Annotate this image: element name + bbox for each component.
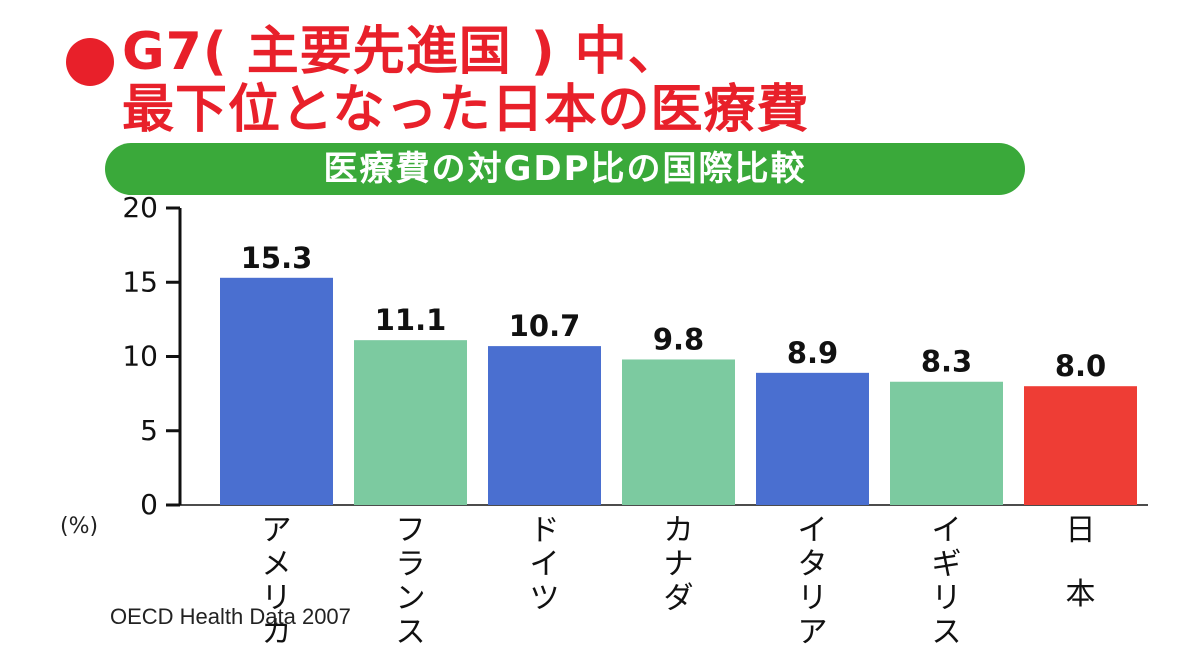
bar bbox=[1024, 386, 1137, 505]
bar bbox=[220, 277, 333, 505]
y-tick-label: 0 bbox=[140, 488, 158, 521]
headline-line-1: G7( 主要先進国 ) 中、 bbox=[122, 22, 681, 82]
chart-subtitle: 医療費の対GDP比の国際比較 bbox=[105, 143, 1025, 195]
bar bbox=[488, 346, 601, 505]
bar bbox=[622, 359, 735, 505]
category-label: イタリア bbox=[798, 513, 828, 650]
category-label: ドイツ bbox=[530, 513, 560, 616]
bar-value-label: 8.3 bbox=[921, 345, 972, 379]
category-label: イギリス bbox=[932, 513, 962, 650]
bar-value-label: 8.0 bbox=[1055, 349, 1106, 383]
red-dot-icon bbox=[66, 38, 114, 86]
source-note: OECD Health Data 2007 bbox=[110, 604, 351, 629]
y-axis-unit-label: (%) bbox=[60, 514, 99, 539]
category-label: カナダ bbox=[664, 513, 694, 616]
bar bbox=[354, 340, 467, 505]
bar-value-label: 15.3 bbox=[241, 241, 313, 275]
category-label: フランス bbox=[396, 513, 426, 650]
y-tick-label: 10 bbox=[122, 340, 158, 373]
bar bbox=[756, 372, 869, 505]
bar-value-label: 9.8 bbox=[653, 322, 704, 356]
y-tick-label: 15 bbox=[122, 265, 158, 298]
bar bbox=[890, 381, 1003, 505]
headline-line-2: 最下位となった日本の医療費 bbox=[122, 80, 810, 140]
bar-value-label: 11.1 bbox=[375, 303, 447, 337]
bar-value-label: 10.7 bbox=[509, 309, 581, 343]
y-tick-label: 20 bbox=[122, 191, 158, 224]
bar-value-label: 8.9 bbox=[787, 336, 838, 370]
y-tick-label: 5 bbox=[140, 414, 158, 447]
category-label: 日本 bbox=[1066, 513, 1096, 612]
category-label: アメリカ bbox=[262, 513, 292, 650]
